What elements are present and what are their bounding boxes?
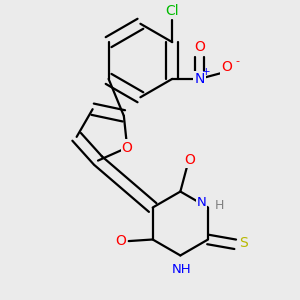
Text: O: O — [221, 60, 232, 74]
Text: S: S — [239, 236, 248, 250]
Text: -: - — [236, 56, 240, 66]
Text: N: N — [197, 196, 206, 209]
Text: H: H — [214, 200, 224, 212]
Text: +: + — [202, 68, 211, 77]
Text: O: O — [184, 153, 195, 166]
Text: Cl: Cl — [165, 4, 179, 18]
Text: O: O — [122, 141, 133, 154]
Text: NH: NH — [172, 263, 192, 276]
Text: N: N — [194, 72, 205, 86]
Text: O: O — [115, 234, 126, 248]
Text: O: O — [194, 40, 205, 54]
